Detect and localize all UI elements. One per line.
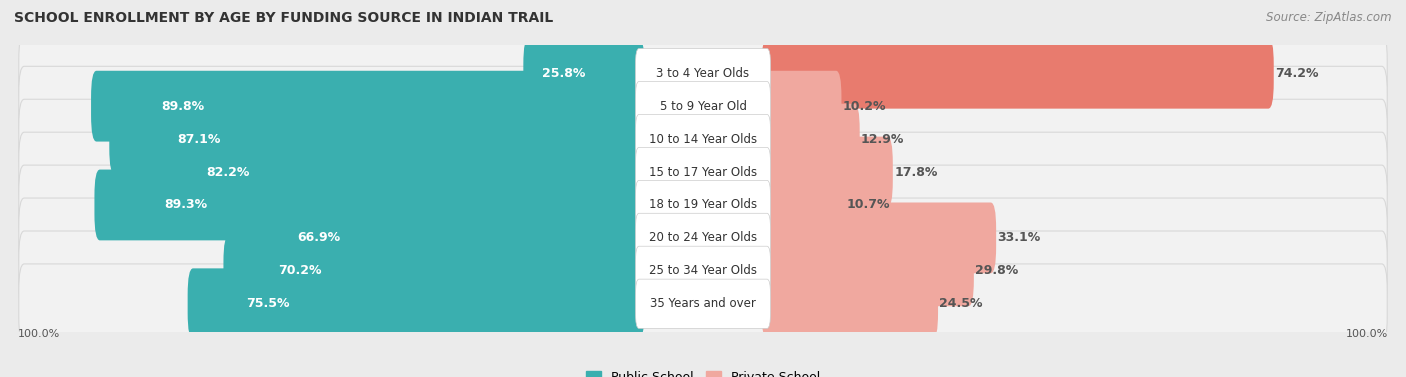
FancyBboxPatch shape bbox=[246, 202, 644, 273]
Text: 70.2%: 70.2% bbox=[278, 264, 322, 277]
FancyBboxPatch shape bbox=[636, 213, 770, 262]
FancyBboxPatch shape bbox=[224, 235, 644, 306]
FancyBboxPatch shape bbox=[18, 34, 1388, 113]
Text: 89.8%: 89.8% bbox=[162, 100, 205, 113]
Text: 18 to 19 Year Olds: 18 to 19 Year Olds bbox=[650, 198, 756, 211]
Text: 10.2%: 10.2% bbox=[842, 100, 886, 113]
FancyBboxPatch shape bbox=[110, 104, 644, 175]
Text: 20 to 24 Year Olds: 20 to 24 Year Olds bbox=[650, 231, 756, 244]
Text: SCHOOL ENROLLMENT BY AGE BY FUNDING SOURCE IN INDIAN TRAIL: SCHOOL ENROLLMENT BY AGE BY FUNDING SOUR… bbox=[14, 11, 554, 25]
FancyBboxPatch shape bbox=[762, 268, 938, 339]
Legend: Public School, Private School: Public School, Private School bbox=[581, 366, 825, 377]
FancyBboxPatch shape bbox=[187, 268, 644, 339]
FancyBboxPatch shape bbox=[636, 49, 770, 98]
Text: 75.5%: 75.5% bbox=[246, 297, 290, 310]
Text: 15 to 17 Year Olds: 15 to 17 Year Olds bbox=[650, 166, 756, 179]
Text: 100.0%: 100.0% bbox=[1347, 329, 1389, 339]
FancyBboxPatch shape bbox=[94, 170, 644, 241]
FancyBboxPatch shape bbox=[762, 136, 893, 207]
FancyBboxPatch shape bbox=[18, 99, 1388, 179]
Text: 33.1%: 33.1% bbox=[997, 231, 1040, 244]
Text: 82.2%: 82.2% bbox=[207, 166, 250, 179]
Text: 87.1%: 87.1% bbox=[177, 133, 221, 146]
FancyBboxPatch shape bbox=[18, 132, 1388, 212]
Text: 25 to 34 Year Olds: 25 to 34 Year Olds bbox=[650, 264, 756, 277]
FancyBboxPatch shape bbox=[762, 104, 859, 175]
Text: 10 to 14 Year Olds: 10 to 14 Year Olds bbox=[650, 133, 756, 146]
FancyBboxPatch shape bbox=[762, 202, 995, 273]
Text: 89.3%: 89.3% bbox=[165, 198, 208, 211]
FancyBboxPatch shape bbox=[762, 38, 1274, 109]
Text: 66.9%: 66.9% bbox=[298, 231, 340, 244]
FancyBboxPatch shape bbox=[18, 231, 1388, 311]
FancyBboxPatch shape bbox=[762, 235, 974, 306]
FancyBboxPatch shape bbox=[18, 66, 1388, 146]
Text: Source: ZipAtlas.com: Source: ZipAtlas.com bbox=[1267, 11, 1392, 24]
Text: 5 to 9 Year Old: 5 to 9 Year Old bbox=[659, 100, 747, 113]
FancyBboxPatch shape bbox=[762, 71, 841, 142]
FancyBboxPatch shape bbox=[636, 180, 770, 230]
Text: 74.2%: 74.2% bbox=[1275, 67, 1319, 80]
FancyBboxPatch shape bbox=[636, 81, 770, 131]
FancyBboxPatch shape bbox=[636, 115, 770, 164]
FancyBboxPatch shape bbox=[636, 279, 770, 328]
FancyBboxPatch shape bbox=[523, 38, 644, 109]
Text: 100.0%: 100.0% bbox=[17, 329, 59, 339]
Text: 17.8%: 17.8% bbox=[894, 166, 938, 179]
FancyBboxPatch shape bbox=[18, 165, 1388, 245]
Text: 25.8%: 25.8% bbox=[541, 67, 585, 80]
FancyBboxPatch shape bbox=[18, 198, 1388, 278]
Text: 12.9%: 12.9% bbox=[860, 133, 904, 146]
FancyBboxPatch shape bbox=[762, 170, 845, 241]
Text: 24.5%: 24.5% bbox=[939, 297, 983, 310]
FancyBboxPatch shape bbox=[142, 136, 644, 207]
FancyBboxPatch shape bbox=[636, 147, 770, 197]
FancyBboxPatch shape bbox=[91, 71, 644, 142]
FancyBboxPatch shape bbox=[636, 246, 770, 296]
Text: 3 to 4 Year Olds: 3 to 4 Year Olds bbox=[657, 67, 749, 80]
Text: 35 Years and over: 35 Years and over bbox=[650, 297, 756, 310]
Text: 29.8%: 29.8% bbox=[976, 264, 1018, 277]
Text: 10.7%: 10.7% bbox=[846, 198, 890, 211]
FancyBboxPatch shape bbox=[18, 264, 1388, 343]
